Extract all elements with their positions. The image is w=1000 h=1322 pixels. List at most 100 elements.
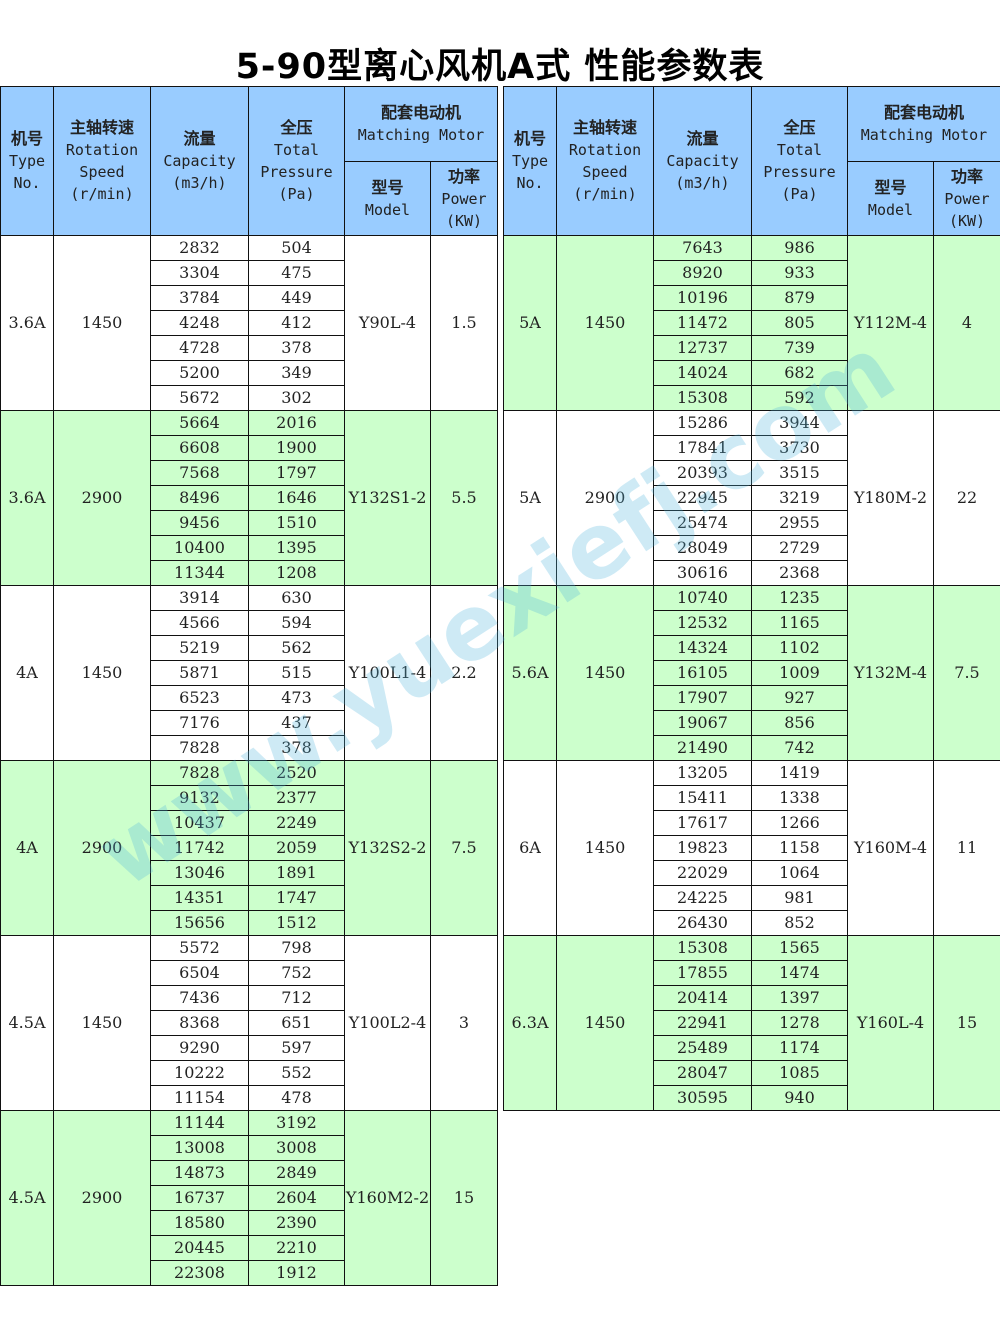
pressure-cell: 597 [248, 1035, 345, 1061]
table-row: 26430 852 [504, 910, 1000, 936]
capacity-cell: 5672 [150, 385, 249, 411]
table-row: 7436 712 [1, 985, 498, 1011]
speed-cell: 1450 [556, 585, 654, 761]
capacity-cell: 17855 [653, 960, 752, 986]
header-capacity: 流量 Capacity (m3/h) [150, 86, 249, 236]
pressure-cell: 437 [248, 710, 345, 736]
table-row: 5A 1450 7643 986 Y112M-4 4 [503, 235, 1000, 411]
table-row: 5871 515 [1, 660, 498, 686]
capacity-cell: 11742 [150, 835, 249, 861]
capacity-cell: 19067 [653, 710, 752, 736]
motor-model-cell: Y132S2-2 [344, 760, 431, 936]
table-row: 15411 1338 [504, 785, 1000, 811]
capacity-cell: 18580 [150, 1210, 249, 1236]
capacity-cell: 10196 [653, 285, 752, 311]
capacity-cell: 6504 [150, 960, 249, 986]
motor-power-cell: 7.5 [933, 585, 1000, 761]
capacity-cell: 5219 [150, 635, 249, 661]
table-row: 14873 2849 [1, 1160, 498, 1186]
pressure-cell: 1085 [751, 1060, 848, 1086]
pressure-cell: 478 [248, 1085, 345, 1111]
type-no-cell: 6A [503, 760, 557, 936]
pressure-cell: 515 [248, 660, 345, 686]
table-row: 30616 2368 [504, 560, 1000, 586]
table-row: 5A 2900 15286 3944 Y180M-2 22 [503, 410, 1000, 586]
table-row: 11344 1208 [1, 560, 498, 586]
table-row: 12532 1165 [504, 610, 1000, 636]
pressure-cell: 1165 [751, 610, 848, 636]
table-row: 6608 1900 [1, 435, 498, 461]
performance-table-left: 机号 Type No. 主轴转速 Rotation Speed (r/min) 流量 Cap… [0, 86, 498, 1286]
pressure-cell: 1912 [248, 1260, 345, 1286]
type-no-cell: 5A [503, 410, 557, 586]
capacity-cell: 10740 [653, 585, 752, 611]
table-row: 3.6A 2900 5664 2016 Y132S1-2 5.5 [0, 410, 498, 586]
speed-cell: 1450 [556, 760, 654, 936]
speed-cell: 2900 [556, 410, 654, 586]
motor-power-cell: 22 [933, 410, 1000, 586]
pressure-cell: 856 [751, 710, 848, 736]
capacity-cell: 8920 [653, 260, 752, 286]
table-row: 21490 742 [504, 735, 1000, 761]
speed-cell: 2900 [53, 760, 151, 936]
pressure-cell: 1510 [248, 510, 345, 536]
header-type: 机号 Type No. [0, 86, 54, 236]
capacity-cell: 7568 [150, 460, 249, 486]
pressure-cell: 2059 [248, 835, 345, 861]
table-row: 9132 2377 [1, 785, 498, 811]
capacity-cell: 24225 [653, 885, 752, 911]
capacity-cell: 13205 [653, 760, 752, 786]
speed-cell: 2900 [53, 1110, 151, 1286]
capacity-cell: 20414 [653, 985, 752, 1011]
capacity-cell: 9132 [150, 785, 249, 811]
capacity-cell: 4566 [150, 610, 249, 636]
pressure-cell: 1397 [751, 985, 848, 1011]
capacity-cell: 22941 [653, 1010, 752, 1036]
table-row: 6.3A 1450 15308 1565 Y160L-4 15 [503, 935, 1000, 1111]
pressure-cell: 378 [248, 335, 345, 361]
pressure-cell: 349 [248, 360, 345, 386]
capacity-cell: 14873 [150, 1160, 249, 1186]
pressure-cell: 2016 [248, 410, 345, 436]
type-no-cell: 3.6A [0, 235, 54, 411]
pressure-cell: 1235 [751, 585, 848, 611]
table-row: 17617 1266 [504, 810, 1000, 836]
capacity-cell: 28049 [653, 535, 752, 561]
pressure-cell: 592 [751, 385, 848, 411]
header-model: 型号 Model [344, 161, 431, 236]
capacity-cell: 10400 [150, 535, 249, 561]
table-row: 22029 1064 [504, 860, 1000, 886]
capacity-cell: 20393 [653, 460, 752, 486]
table-row: 4728 378 [1, 335, 498, 361]
capacity-cell: 17617 [653, 810, 752, 836]
table-row: 10400 1395 [1, 535, 498, 561]
capacity-cell: 5871 [150, 660, 249, 686]
pressure-cell: 302 [248, 385, 345, 411]
table-row: 17855 1474 [504, 960, 1000, 986]
speed-cell: 2900 [53, 410, 151, 586]
capacity-cell: 30595 [653, 1085, 752, 1111]
capacity-cell: 15308 [653, 385, 752, 411]
capacity-cell: 11344 [150, 560, 249, 586]
motor-model-cell: Y100L2-4 [344, 935, 431, 1111]
capacity-cell: 13046 [150, 860, 249, 886]
type-no-cell: 5.6A [503, 585, 557, 761]
capacity-cell: 7643 [653, 235, 752, 261]
pressure-cell: 651 [248, 1010, 345, 1036]
header-model: 型号 Model [847, 161, 934, 236]
pressure-cell: 1158 [751, 835, 848, 861]
table-row: 9456 1510 [1, 510, 498, 536]
table-row: 17841 3730 [504, 435, 1000, 461]
pressure-cell: 2368 [751, 560, 848, 586]
capacity-cell: 15656 [150, 910, 249, 936]
pressure-cell: 1891 [248, 860, 345, 886]
header-type: 机号 Type No. [503, 86, 557, 236]
header-speed: 主轴转速 Rotation Speed (r/min) [53, 86, 151, 236]
motor-model-cell: Y112M-4 [847, 235, 934, 411]
pressure-cell: 986 [751, 235, 848, 261]
motor-model-cell: Y160L-4 [847, 935, 934, 1111]
pressure-cell: 1395 [248, 535, 345, 561]
pressure-cell: 2520 [248, 760, 345, 786]
table-row: 7568 1797 [1, 460, 498, 486]
motor-power-cell: 3 [430, 935, 498, 1111]
